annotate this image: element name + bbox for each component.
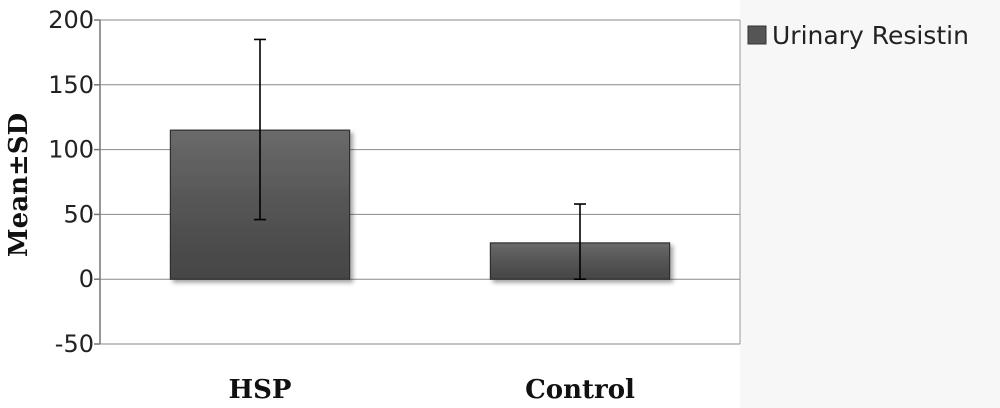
y-tick-label: 50 xyxy=(63,200,94,228)
y-tick-label: -50 xyxy=(55,330,94,358)
x-axis-categories: HSP Control xyxy=(229,375,636,405)
bars xyxy=(169,38,671,281)
x-category-label: Control xyxy=(525,375,635,405)
y-tick-label: 150 xyxy=(48,71,94,99)
y-tick-label: 0 xyxy=(79,265,94,293)
legend: Urinary Resistin xyxy=(747,21,969,50)
y-tick-label: 200 xyxy=(48,6,94,34)
legend-panel-bg xyxy=(740,0,1000,408)
y-tick-label: 100 xyxy=(48,136,94,164)
legend-swatch xyxy=(747,25,767,45)
y-axis-label: Mean±SD xyxy=(4,113,34,257)
legend-label: Urinary Resistin xyxy=(772,21,969,50)
y-axis-ticks: 200 150 100 50 0 -50 xyxy=(48,6,94,358)
x-category-label: HSP xyxy=(229,375,292,405)
